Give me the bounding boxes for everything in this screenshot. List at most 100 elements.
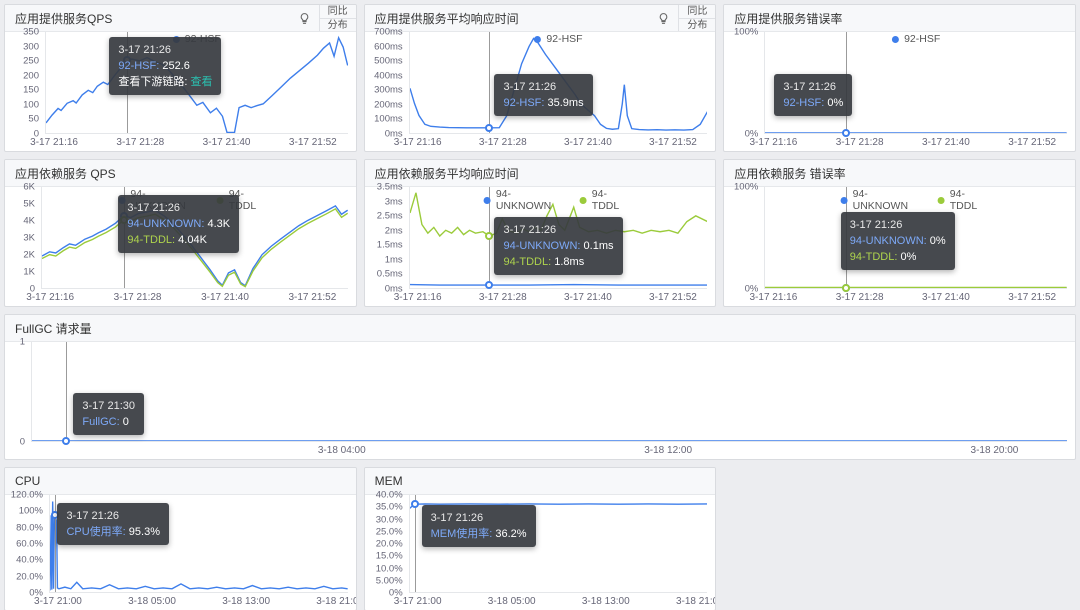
x-axis-label: 3-18 21:00: [675, 596, 715, 607]
panel-title: 应用提供服务平均响应时间: [374, 11, 519, 26]
toggle-distribution[interactable]: 分布: [319, 17, 356, 32]
plot-area[interactable]: 92-HSF 3-17 21:26 92-HSF: 0%: [764, 32, 1067, 137]
data-point-marker: [485, 281, 494, 290]
y-axis-label: 1K: [23, 266, 35, 278]
tooltip-row: 92-HSF: 0%: [783, 97, 844, 110]
toggle-distribution[interactable]: 分布: [679, 17, 716, 32]
plot-area[interactable]: 92-HSF 3-17 21:26 92-HSF: 35.9ms: [408, 32, 708, 134]
y-axis-label: 4K: [23, 215, 35, 227]
y-axis-label: 0: [19, 436, 25, 448]
series-line: [410, 285, 708, 286]
legend-item[interactable]: 94-TDDL: [937, 188, 992, 212]
y-axis-label: 0: [33, 128, 39, 140]
legend-item[interactable]: 94-TDDL: [580, 188, 633, 212]
panel-title: 应用提供服务QPS: [15, 11, 113, 26]
y-axis-label: 6K: [23, 181, 35, 193]
x-axis-label: 3-18 21:00: [316, 596, 355, 607]
tooltip-timestamp: 3-17 21:26: [503, 81, 557, 94]
y-axis: 700ms 600ms 500ms 400ms 300ms 200ms 100ms 0ms: [365, 27, 409, 140]
plot-area[interactable]: 94-UNKNOWN 94-TDDL 3-17 21:26 94-UNKNOWN: 0…: [408, 187, 708, 290]
legend-dot-icon: [840, 196, 848, 204]
data-point-marker: [485, 232, 494, 241]
tooltip-row: CPU使用率: 95.3%: [66, 525, 160, 538]
y-axis-label: 100%: [734, 181, 759, 193]
plot-area[interactable]: 3-17 21:26 MEM使用率: 36.2%: [408, 495, 708, 593]
legend-label: 94-UNKNOWN: [852, 188, 909, 212]
legend-item[interactable]: 94-UNKNOWN: [840, 188, 922, 212]
legend-item[interactable]: 92-HSF: [534, 33, 583, 45]
legend-dot-icon: [580, 196, 587, 204]
chart-tooltip: 3-17 21:26 92-HSF: 252.6 查看下游链路: 查看: [109, 37, 222, 96]
chart-area[interactable]: 40.0% 35.0% 30.0% 25.0% 20.0% 15.0% 10.0% 5.00%…: [365, 490, 716, 599]
chart-legend: 94-UNKNOWN 94-TDDL: [484, 188, 633, 212]
x-axis-label: 3-18 12:00: [644, 445, 693, 456]
series-line: [46, 38, 348, 133]
y-axis: 100% 0%: [724, 27, 764, 140]
chart-area[interactable]: 700ms 600ms 500ms 400ms 300ms 200ms 100ms 0ms 9…: [365, 27, 716, 140]
tooltip-row: FullGC: 0: [82, 416, 129, 429]
chart-tooltip: 3-17 21:26 94-UNKNOWN: 4.3K 94-TDDL: 4.04K: [118, 195, 240, 254]
toggle-compare[interactable]: 同比: [687, 5, 708, 17]
panel-mem: MEM 40.0% 35.0% 30.0% 25.0% 20.0% 15.0% 10.0% 5…: [363, 467, 717, 610]
insight-bulb-icon[interactable]: [649, 5, 678, 31]
insight-bulb-icon[interactable]: [290, 5, 319, 31]
y-axis-label: 20.0%: [375, 538, 403, 550]
panel-dependency-qps: 应用依赖服务 QPS 6K 5K 4K 3K 2K 1K 0 94-UNKNOWN94-TD…: [4, 159, 357, 307]
plot-area[interactable]: 3-17 21:26 CPU使用率: 95.3%: [49, 495, 348, 593]
panel-title: 应用提供服务错误率: [734, 11, 843, 26]
tooltip-timestamp: 3-17 21:26: [66, 509, 120, 522]
legend-dot-icon: [534, 35, 542, 43]
chart-area[interactable]: 100% 0% 94-UNKNOWN 94-TDDL 3-17 21:26 94-UNK…: [724, 182, 1075, 295]
x-axis-label: 3-17 21:40: [201, 292, 249, 303]
legend-label: 94-TDDL: [591, 188, 620, 212]
x-axis-label: 3-18 04:00: [317, 445, 366, 456]
y-axis-label: 1.5ms: [376, 239, 403, 251]
y-axis-label: 600ms: [374, 41, 403, 53]
hover-guide-line: [415, 495, 416, 592]
x-axis-label: 3-17 21:16: [393, 292, 442, 303]
toggle-compare[interactable]: 同比: [327, 5, 348, 17]
y-axis-label: 0%: [744, 128, 759, 140]
y-axis-label: 250: [23, 55, 39, 67]
series-line: [42, 209, 348, 287]
panel-header: 应用提供服务平均响应时间 同比 分布: [364, 5, 716, 32]
y-axis-label: 300ms: [374, 84, 403, 96]
tooltip-row[interactable]: 查看下游链路: 查看: [118, 76, 213, 89]
chart-tooltip: 3-17 21:30 FullGC: 0: [73, 393, 144, 436]
panel-provided-response-time: 应用提供服务平均响应时间 同比 分布 700ms 600ms 500ms 400ms 3…: [363, 4, 717, 152]
plot-area[interactable]: 94-UNKNOWN 94-TDDL 3-17 21:26 94-UNKNOWN: 0…: [764, 187, 1067, 292]
chart-legend: 92-HSF: [892, 33, 940, 45]
x-axis-label: 3-17 21:40: [922, 292, 970, 303]
y-axis-label: 100%: [18, 505, 43, 517]
panel-title: CPU: [15, 474, 41, 488]
chart-area[interactable]: 120.0% 100% 80.0% 60.0% 40.0% 20.0% 0% 3-17 21…: [5, 490, 356, 599]
legend-item[interactable]: 92-HSF: [892, 33, 940, 45]
y-axis-label: 2K: [23, 249, 35, 261]
y-axis-label: 300: [23, 41, 39, 53]
chart-area[interactable]: 100% 0% 92-HSF 3-17 21:26 92-HSF: 0%: [724, 27, 1075, 140]
legend-item[interactable]: 94-UNKNOWN: [484, 188, 564, 212]
x-axis: 3-17 21:00 3-18 05:00 3-18 13:00 3-18 21:00: [394, 593, 716, 610]
y-axis-label: 2.5ms: [376, 210, 403, 222]
y-axis-label: 10.0%: [375, 563, 403, 574]
y-axis-label: 3.5ms: [376, 181, 403, 193]
x-axis-label: 3-18 20:00: [970, 445, 1019, 456]
header-controls: 同比 分布: [649, 5, 716, 32]
tooltip-row: 92-HSF: 252.6: [118, 60, 190, 73]
tooltip-row: 94-TDDL: 1.8ms: [503, 256, 585, 269]
y-axis: 3.5ms 3ms 2.5ms 2ms 1.5ms 1ms 0.5ms 0ms: [365, 182, 409, 295]
chart-area[interactable]: 3.5ms 3ms 2.5ms 2ms 1.5ms 1ms 0.5ms 0ms 94-UNKN…: [365, 182, 716, 295]
x-axis-label: 3-17 21:52: [649, 137, 697, 148]
legend-dot-icon: [892, 35, 900, 43]
x-axis-label: 3-17 21:16: [749, 292, 798, 303]
plot-area[interactable]: 3-17 21:30 FullGC: 0: [31, 342, 1067, 445]
y-axis-label: 700ms: [374, 26, 403, 38]
chart-tooltip: 3-17 21:26 CPU使用率: 95.3%: [57, 502, 169, 545]
panel-title: MEM: [374, 474, 403, 488]
